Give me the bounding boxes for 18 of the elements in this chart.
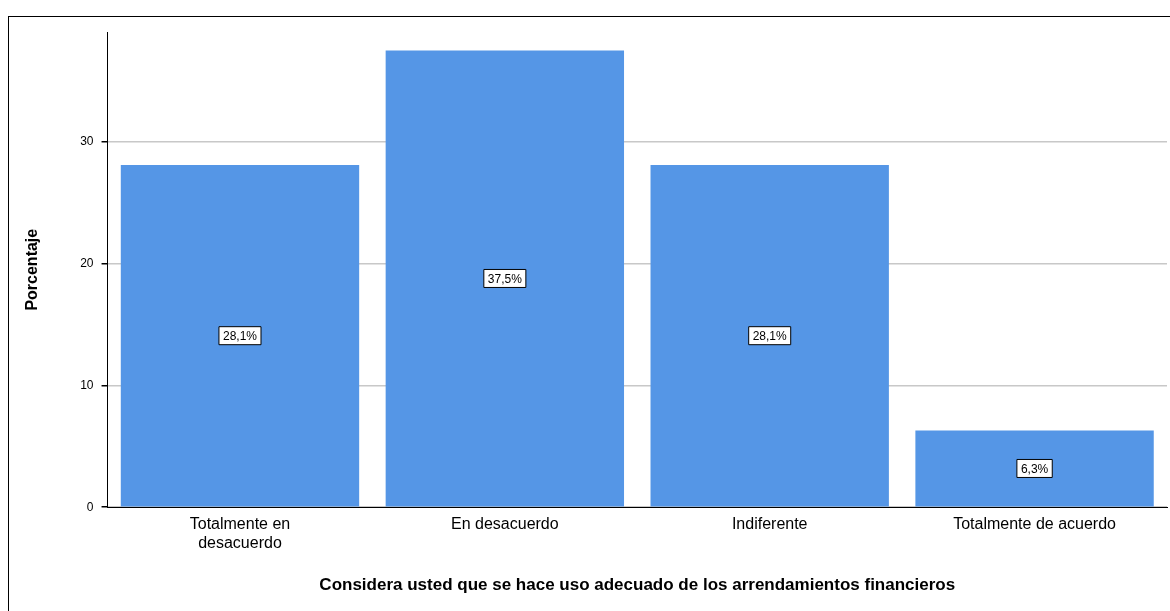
bar: [120, 164, 360, 507]
y-tick-label: 20: [80, 255, 94, 270]
y-tick-label: 0: [86, 499, 94, 514]
x-tick-label: En desacuerdo: [451, 515, 559, 533]
data-label: 6,3%: [1020, 461, 1049, 476]
data-label: 28,1%: [752, 329, 788, 344]
data-label: 37,5%: [487, 271, 523, 286]
bar: [385, 50, 625, 507]
bar: [650, 164, 889, 507]
y-tick-label: 10: [80, 377, 94, 392]
bar: [915, 430, 1154, 507]
x-tick-label: Totalmente de acuerdo: [953, 515, 1117, 533]
y-axis-title: Porcentaje: [23, 228, 41, 311]
x-tick-label: Totalmente en desacuerdo: [189, 515, 291, 552]
x-axis-title: Considera usted que se hace uso adecuado de los arrendamientos financieros: [319, 575, 956, 595]
x-tick-label: Indiferente: [731, 515, 808, 533]
y-tick-label: 30: [80, 134, 94, 149]
data-label: 28,1%: [222, 329, 258, 344]
